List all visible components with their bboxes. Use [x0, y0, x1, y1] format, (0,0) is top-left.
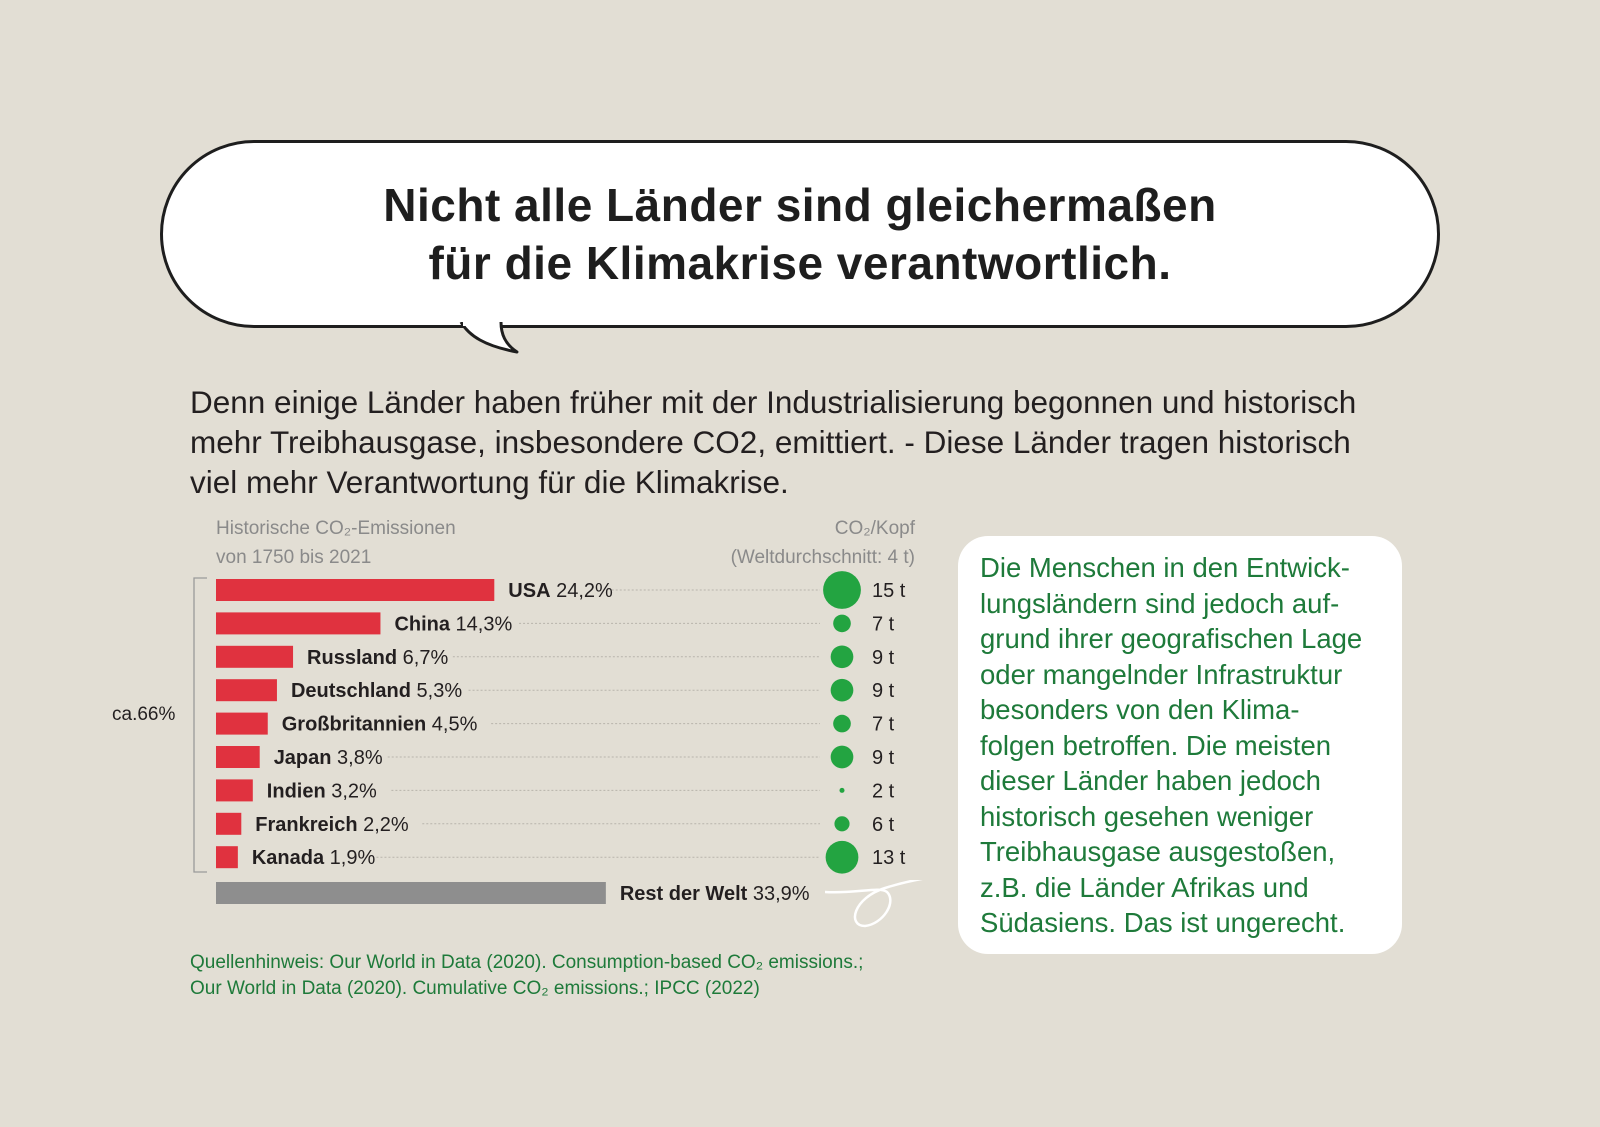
chart-title-line-1: Historische CO₂-Emissionen [216, 518, 456, 539]
bar-value: 1,9% [324, 847, 375, 869]
bar-category: Rest der Welt [620, 883, 748, 905]
bar [216, 846, 238, 869]
bar-value: 14,3% [450, 613, 512, 635]
per-capita-label: 6 t [872, 814, 895, 836]
bubble-tail [459, 322, 519, 354]
bar-category: Indien [267, 780, 326, 802]
bar-category: China [394, 613, 450, 635]
bar-category: Großbritannien [282, 714, 426, 736]
bar-value: 24,2% [551, 580, 613, 602]
per-capita-dot [830, 678, 854, 702]
bar-value: 4,5% [426, 714, 477, 736]
bar-category: Russland [307, 647, 397, 669]
chart-header-right: CO₂/Kopf (Weltdurchschnitt: 4 t) [731, 514, 915, 572]
headline-bubble [160, 140, 1440, 328]
bar-label: China 14,3% [394, 613, 512, 635]
per-capita-dot [825, 840, 859, 874]
bracket [193, 577, 207, 873]
bar [216, 645, 294, 668]
bar [216, 746, 260, 768]
per-capita-label: 9 t [872, 747, 895, 769]
bar-category: USA [508, 580, 550, 602]
page-title: Nicht alle Länder sind gleichermaßen für… [160, 176, 1440, 292]
bar-label: Japan 3,8% [274, 747, 383, 769]
source-line-2: Our World in Data (2020). Cumulative CO₂… [190, 978, 760, 999]
bar-category: Japan [274, 747, 332, 769]
source-line-1: Quellenhinweis: Our World in Data (2020)… [190, 952, 864, 973]
emissions-chart: USA 24,2% 15 t China 14,3% 7 t Russland 6,7%… [193, 571, 906, 905]
per-capita-label: 13 t [872, 847, 906, 869]
bar-value: 33,9% [747, 883, 809, 905]
bar [216, 712, 268, 735]
per-capita-dot [823, 571, 861, 609]
per-capita-label: 7 t [872, 714, 895, 736]
per-capita-label: 9 t [872, 647, 895, 669]
source-note: Quellenhinweis: Our World in Data (2020)… [190, 950, 863, 1002]
info-line: folgen betroffen. Die meisten [980, 729, 1332, 761]
bar [216, 679, 277, 702]
bar-label: Kanada 1,9% [252, 847, 376, 869]
info-line: historisch gesehen weniger [980, 800, 1314, 832]
bar-value: 3,2% [326, 780, 377, 802]
bar [216, 779, 253, 802]
info-line: Treibhausgase ausgestoßen, [980, 836, 1336, 867]
bar-category: Frankreich [255, 814, 357, 836]
bar-value: 5,3% [411, 680, 462, 702]
info-line: grund ihrer geografischen Lage [980, 623, 1363, 654]
bar-value: 3,8% [332, 747, 383, 769]
per-capita-subtitle: (Weltdurchschnitt: 4 t) [730, 547, 915, 568]
per-capita-dot [834, 816, 850, 832]
bar-label: Großbritannien 4,5% [282, 714, 478, 736]
bar-label: Indien 3,2% [267, 780, 377, 802]
bar-label: USA 24,2% [508, 580, 613, 602]
bar-label: Russland 6,7% [307, 647, 448, 669]
chart-title-line-2: von 1750 bis 2021 [216, 547, 372, 568]
info-line: Südasiens. Das ist ungerecht. [980, 907, 1346, 938]
bar [216, 612, 381, 635]
intro-text: Denn einige Länder haben früher mit der … [190, 384, 1357, 500]
share-bracket-label: ca.66% [112, 704, 176, 725]
per-capita-title: CO₂/Kopf [834, 518, 915, 539]
bar-value: 2,2% [358, 814, 409, 836]
bar-category: Deutschland [291, 680, 411, 702]
per-capita-label: 2 t [872, 780, 895, 802]
per-capita-dot [830, 745, 854, 769]
info-box: Die Menschen in den Entwick- lungsländer… [958, 536, 1402, 954]
bar [216, 579, 495, 601]
headline-line-1: Nicht alle Länder sind gleichermaßen [383, 179, 1217, 231]
bar [216, 882, 606, 904]
bar-label: Frankreich 2,2% [255, 814, 409, 836]
info-line: dieser Länder haben jedoch [980, 765, 1321, 796]
bar [216, 812, 242, 835]
chart-header-left: Historische CO₂-Emissionen von 1750 bis … [216, 514, 456, 572]
bar-label: Deutschland 5,3% [291, 680, 462, 702]
per-capita-label: 15 t [872, 580, 906, 602]
info-line: oder mangelnder Infrastruktur [980, 658, 1343, 690]
headline-line-2: für die Klimakrise verantwortlich. [428, 237, 1172, 289]
info-line: besonders von den Klima- [980, 694, 1300, 725]
bar-label: Rest der Welt 33,9% [620, 883, 810, 905]
info-line: lungsländern sind jedoch auf- [980, 587, 1340, 619]
bar-value: 6,7% [397, 647, 448, 669]
per-capita-dot [830, 645, 854, 669]
per-capita-label: 9 t [872, 680, 895, 702]
swirl-connector [825, 880, 923, 928]
per-capita-dot [839, 787, 845, 793]
per-capita-dot [833, 614, 851, 633]
bar-category: Kanada [252, 847, 325, 869]
info-line: Die Menschen in den Entwick- [980, 552, 1350, 583]
info-line: z.B. die Länder Afrikas und [980, 871, 1309, 903]
per-capita-dot [833, 714, 851, 733]
per-capita-label: 7 t [872, 613, 895, 635]
